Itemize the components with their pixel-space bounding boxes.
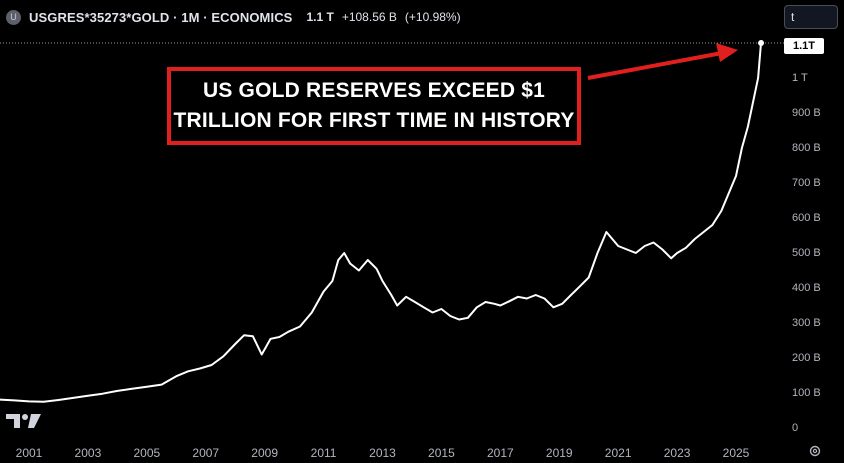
- y-tick-label: 1 T: [792, 72, 808, 84]
- callout-arrow: [587, 51, 723, 80]
- x-tick-label: 2025: [722, 446, 750, 460]
- y-tick-label: 600 B: [792, 212, 821, 224]
- x-tick-label: 2021: [604, 446, 632, 460]
- data-point: [758, 40, 765, 46]
- x-tick-label: 2013: [369, 446, 396, 460]
- last-value: 1.1 T: [306, 10, 334, 24]
- change-percent: (+10.98%): [404, 10, 461, 24]
- x-tick-label: 2007: [192, 446, 220, 460]
- y-tick-label: 900 B: [792, 107, 821, 119]
- x-tick-label: 2001: [15, 446, 43, 460]
- chart-header: U USGRES*35273*GOLD · 1M · ECONOMICS 1.1…: [6, 6, 461, 28]
- x-tick-label: 2017: [486, 446, 514, 460]
- x-tick-label: 2005: [133, 446, 161, 460]
- symbol-search-input[interactable]: [784, 5, 838, 29]
- x-tick-label: 2023: [663, 446, 691, 460]
- x-tick-label: 2011: [310, 446, 337, 460]
- y-tick-label: 800 B: [792, 142, 821, 154]
- symbol-logo: U: [6, 9, 21, 25]
- settings-gear-icon[interactable]: [808, 444, 822, 458]
- y-tick-label: 400 B: [792, 282, 821, 294]
- symbol-title[interactable]: USGRES*35273*GOLD · 1M · ECONOMICS: [29, 9, 293, 25]
- x-tick-label: 2019: [545, 446, 573, 460]
- x-tick-label: 2009: [251, 446, 279, 460]
- y-tick-label: 700 B: [792, 177, 821, 189]
- y-tick-label: 500 B: [792, 247, 821, 259]
- headline-line-1: US GOLD RESERVES EXCEED $1: [202, 79, 546, 102]
- x-tick-label: 2015: [428, 446, 455, 460]
- y-tick-label: 100 B: [792, 387, 821, 399]
- tradingview-logo-icon: [6, 414, 41, 428]
- change-value: +108.56 B: [341, 10, 397, 24]
- headline-callout: US GOLD RESERVES EXCEED $1 TRILLION FOR …: [167, 67, 581, 145]
- last-price-tag: 1.1T: [784, 38, 824, 54]
- y-tick-label: 0: [792, 422, 799, 434]
- series-line-gold-reserves: [0, 42, 762, 403]
- headline-line-2: TRILLION FOR FIRST TIME IN HISTORY: [173, 109, 575, 132]
- y-tick-label: 300 B: [792, 317, 821, 329]
- x-tick-label: 2003: [74, 446, 102, 460]
- callout-arrow-head: [716, 43, 738, 62]
- y-tick-label: 200 B: [792, 352, 821, 364]
